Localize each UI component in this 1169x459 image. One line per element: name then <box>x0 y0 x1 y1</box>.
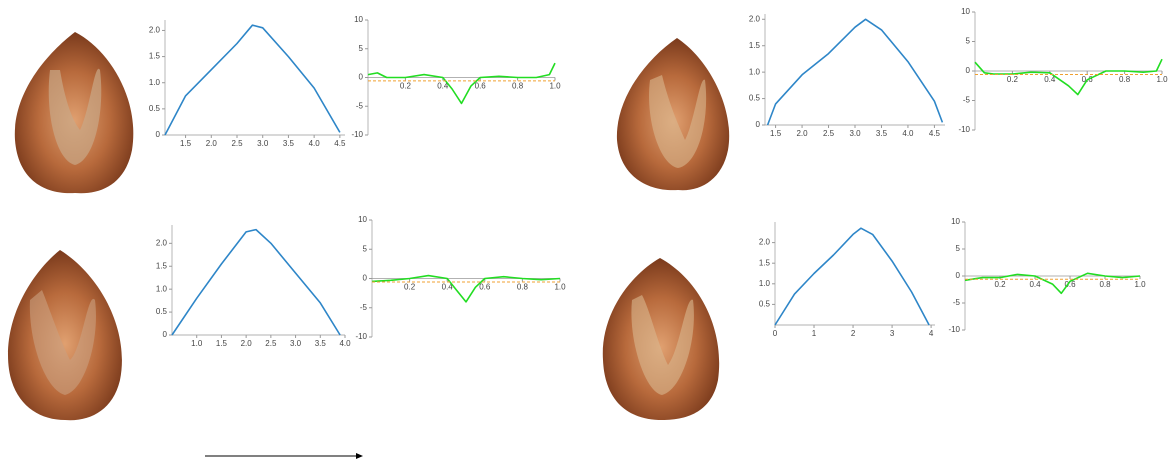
y-tick-label: 1.5 <box>759 258 771 267</box>
x-tick-label: 1 <box>812 329 817 338</box>
x-tick-label: 0.6 <box>475 82 487 91</box>
y-tick-label: 5 <box>966 37 971 46</box>
x-tick-label: 0.2 <box>1007 75 1019 84</box>
x-tick-label: 3 <box>890 329 895 338</box>
x-tick-label: 4 <box>929 329 934 338</box>
x-tick-label: 3.0 <box>290 339 302 348</box>
y-tick-label: 5 <box>363 244 368 253</box>
x-tick-label: 2.5 <box>265 339 277 348</box>
y-tick-label: 2.0 <box>149 26 161 35</box>
x-tick-label: 1.0 <box>554 283 566 292</box>
line-series <box>775 228 929 325</box>
y-tick-label: -5 <box>963 96 971 105</box>
x-tick-label: 3.5 <box>283 139 295 148</box>
x-tick-label: 4.5 <box>334 139 346 148</box>
y-tick-label: 5 <box>359 44 364 53</box>
x-tick-label: 0.2 <box>400 82 412 91</box>
y-tick-label: -5 <box>360 303 368 312</box>
y-tick-label: 0.5 <box>759 300 771 309</box>
x-tick-label: 1.0 <box>1134 280 1146 289</box>
x-tick-label: 2.0 <box>796 129 808 138</box>
x-tick-label: 0.8 <box>1119 75 1131 84</box>
x-tick-label: 0.2 <box>994 280 1006 289</box>
x-tick-label: 2.0 <box>241 339 253 348</box>
y-tick-label: 1.0 <box>759 279 771 288</box>
y-tick-label: -10 <box>355 332 367 341</box>
x-tick-label: 0.8 <box>512 82 524 91</box>
x-tick-label: 3.5 <box>315 339 327 348</box>
x-tick-label: 4.0 <box>309 139 321 148</box>
seed-image <box>603 258 719 420</box>
x-tick-label: 0.4 <box>1029 280 1041 289</box>
y-tick-label: 10 <box>358 215 367 224</box>
x-tick-label: 1.5 <box>216 339 228 348</box>
y-tick-label: 0 <box>363 274 368 283</box>
y-tick-label: -5 <box>356 101 364 110</box>
x-tick-label: 1.0 <box>191 339 203 348</box>
y-tick-label: 1.0 <box>749 67 761 76</box>
y-tick-label: 0 <box>163 330 168 339</box>
y-tick-label: 0 <box>956 271 961 280</box>
y-tick-label: 2.0 <box>156 238 168 247</box>
x-tick-label: 2.5 <box>231 139 243 148</box>
x-tick-label: 0.8 <box>1099 280 1111 289</box>
x-tick-label: 3.5 <box>876 129 888 138</box>
y-tick-label: 2.0 <box>759 238 771 247</box>
x-tick-label: 4.5 <box>929 129 941 138</box>
x-tick-label: 2 <box>851 329 856 338</box>
x-tick-label: 4.0 <box>902 129 914 138</box>
x-tick-label: 0 <box>773 329 778 338</box>
y-tick-label: 10 <box>354 15 363 24</box>
line-series <box>975 59 1162 94</box>
x-tick-label: 1.5 <box>180 139 192 148</box>
y-tick-label: 1.5 <box>749 41 761 50</box>
y-tick-label: -10 <box>948 325 960 334</box>
y-tick-label: 0 <box>359 73 364 82</box>
y-tick-label: 10 <box>951 217 960 226</box>
x-tick-label: 3.0 <box>849 129 861 138</box>
y-tick-label: 0.5 <box>156 307 168 316</box>
y-tick-label: 1.0 <box>149 78 161 87</box>
y-tick-label: 0 <box>966 66 971 75</box>
x-tick-label: 3.0 <box>257 139 269 148</box>
y-tick-label: 0 <box>156 130 161 139</box>
x-tick-label: 1.0 <box>549 82 561 91</box>
y-tick-label: 0.5 <box>749 94 761 103</box>
line-series <box>172 230 340 335</box>
x-tick-label: 1.5 <box>770 129 782 138</box>
y-tick-label: -10 <box>958 125 970 134</box>
y-tick-label: 0 <box>756 120 761 129</box>
figure: 00.51.01.52.01.52.02.53.03.54.04.51050-5… <box>0 0 1169 459</box>
seed-image <box>15 32 133 193</box>
scale-arrow <box>205 453 363 459</box>
y-tick-label: 0.5 <box>149 104 161 113</box>
y-tick-label: -5 <box>953 298 961 307</box>
y-tick-label: 1.5 <box>149 52 161 61</box>
x-tick-label: 2.0 <box>206 139 218 148</box>
x-tick-label: 1.0 <box>1156 75 1168 84</box>
line-series <box>165 25 340 135</box>
line-series <box>372 276 560 302</box>
x-tick-label: 2.5 <box>823 129 835 138</box>
y-tick-label: 5 <box>956 244 961 253</box>
x-tick-label: 4.0 <box>339 339 351 348</box>
y-tick-label: 1.5 <box>156 261 168 270</box>
x-tick-label: 0.6 <box>479 283 491 292</box>
y-tick-label: 10 <box>961 7 970 16</box>
seed-image <box>617 38 729 190</box>
x-tick-label: 0.2 <box>404 283 416 292</box>
line-series <box>768 19 943 125</box>
y-tick-label: 1.0 <box>156 284 168 293</box>
seed-image <box>8 250 122 420</box>
x-tick-label: 0.8 <box>517 283 529 292</box>
line-series <box>368 63 555 103</box>
y-tick-label: -10 <box>351 130 363 139</box>
y-tick-label: 2.0 <box>749 14 761 23</box>
